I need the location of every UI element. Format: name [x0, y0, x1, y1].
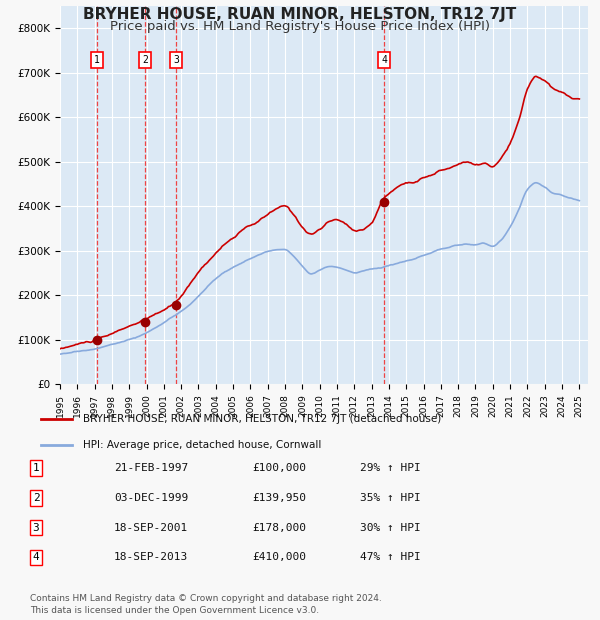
Text: 3: 3 — [173, 55, 179, 64]
Text: 35% ↑ HPI: 35% ↑ HPI — [360, 493, 421, 503]
Text: £410,000: £410,000 — [252, 552, 306, 562]
Text: BRYHER HOUSE, RUAN MINOR, HELSTON, TR12 7JT: BRYHER HOUSE, RUAN MINOR, HELSTON, TR12 … — [83, 7, 517, 22]
Text: £100,000: £100,000 — [252, 463, 306, 473]
Text: 30% ↑ HPI: 30% ↑ HPI — [360, 523, 421, 533]
Text: 29% ↑ HPI: 29% ↑ HPI — [360, 463, 421, 473]
Text: 03-DEC-1999: 03-DEC-1999 — [114, 493, 188, 503]
Text: 2: 2 — [142, 55, 148, 64]
Text: 3: 3 — [32, 523, 40, 533]
Text: 1: 1 — [32, 463, 40, 473]
Text: £178,000: £178,000 — [252, 523, 306, 533]
Text: 18-SEP-2013: 18-SEP-2013 — [114, 552, 188, 562]
Text: HPI: Average price, detached house, Cornwall: HPI: Average price, detached house, Corn… — [83, 440, 321, 450]
Text: Price paid vs. HM Land Registry's House Price Index (HPI): Price paid vs. HM Land Registry's House … — [110, 20, 490, 33]
Text: 18-SEP-2001: 18-SEP-2001 — [114, 523, 188, 533]
Text: 4: 4 — [381, 55, 387, 64]
Text: £139,950: £139,950 — [252, 493, 306, 503]
Text: 47% ↑ HPI: 47% ↑ HPI — [360, 552, 421, 562]
Text: 2: 2 — [32, 493, 40, 503]
Text: 21-FEB-1997: 21-FEB-1997 — [114, 463, 188, 473]
Text: 1: 1 — [94, 55, 100, 64]
Text: BRYHER HOUSE, RUAN MINOR, HELSTON, TR12 7JT (detached house): BRYHER HOUSE, RUAN MINOR, HELSTON, TR12 … — [83, 415, 441, 425]
Text: 4: 4 — [32, 552, 40, 562]
Text: Contains HM Land Registry data © Crown copyright and database right 2024.
This d: Contains HM Land Registry data © Crown c… — [30, 593, 382, 615]
